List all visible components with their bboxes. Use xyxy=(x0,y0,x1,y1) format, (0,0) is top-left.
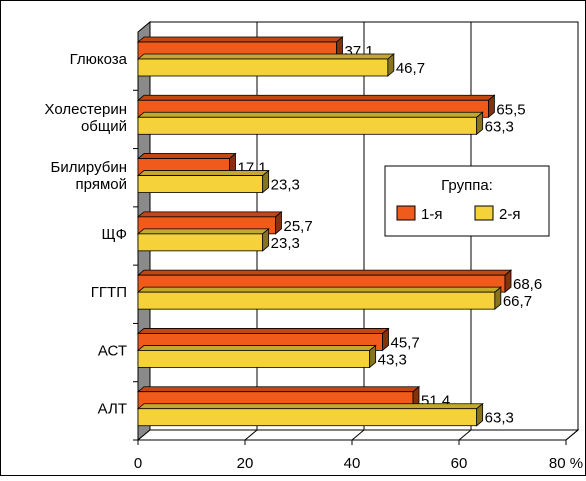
category-label: АЛТ xyxy=(98,401,127,418)
data-label: 46,7 xyxy=(396,60,425,77)
bar-end-face xyxy=(476,111,484,136)
bar-top-face xyxy=(136,53,395,60)
data-label: 66,7 xyxy=(503,293,532,310)
bar-end-face xyxy=(387,53,395,77)
x-tick-label: 20 xyxy=(237,455,254,472)
bar-end-face xyxy=(504,269,512,293)
bar-end-face xyxy=(494,286,502,310)
legend-label: 1-я xyxy=(421,206,442,223)
bar xyxy=(137,116,478,135)
bar-top-face xyxy=(136,153,237,159)
bar-top-face xyxy=(136,269,513,276)
x-tick-label: 60 xyxy=(451,455,468,472)
category-label: Глюкоза xyxy=(70,51,128,68)
x-tick-label: 0 xyxy=(134,455,142,472)
legend-label: 2-я xyxy=(499,206,520,223)
data-label: 23,3 xyxy=(271,177,300,194)
bar-end-face xyxy=(262,169,270,194)
bar-top-face xyxy=(136,286,502,293)
category-label: Холестерин xyxy=(45,101,128,118)
bar-top-face xyxy=(136,211,283,218)
category-label: прямой xyxy=(76,176,127,193)
bar-top-face xyxy=(136,170,270,176)
bar-top-face xyxy=(136,94,496,101)
floor-gridline xyxy=(458,429,472,441)
bar-end-face xyxy=(476,402,484,427)
bar-top-face xyxy=(136,345,377,351)
bar xyxy=(137,408,478,427)
bar-top-face xyxy=(136,36,344,43)
bar xyxy=(137,350,371,368)
data-label: 65,5 xyxy=(496,101,525,118)
floor-gridline xyxy=(351,429,365,441)
legend-box xyxy=(384,165,550,237)
bar-end-face xyxy=(382,327,389,352)
bar-top-face xyxy=(136,228,270,235)
data-label: 23,3 xyxy=(271,235,300,252)
bar-end-face xyxy=(275,211,282,235)
data-label: 63,3 xyxy=(485,118,514,135)
bar xyxy=(137,291,496,310)
x-tick-label: 40 xyxy=(344,455,361,472)
legend-swatch xyxy=(474,205,494,221)
category-label: АСТ xyxy=(98,342,127,359)
bar xyxy=(137,233,264,252)
x-tick-label: 80 % xyxy=(549,455,583,472)
legend-swatch xyxy=(396,205,416,221)
category-label: ЩФ xyxy=(102,226,127,243)
bar-top-face xyxy=(136,386,421,393)
data-label: 25,7 xyxy=(283,218,312,235)
bar-top-face xyxy=(136,111,484,118)
bar xyxy=(137,58,389,77)
category-label: общий xyxy=(81,118,127,135)
data-label: 63,3 xyxy=(485,410,514,427)
bar-top-face xyxy=(136,328,390,334)
floor-gridline xyxy=(244,429,258,441)
bar xyxy=(137,175,264,193)
category-label: Билирубин xyxy=(51,159,127,176)
bar-top-face xyxy=(136,403,484,410)
bar-end-face xyxy=(488,94,495,119)
category-label: ГГТП xyxy=(91,284,127,301)
bar-end-face xyxy=(262,228,270,252)
bar-end-face xyxy=(369,344,377,369)
data-label: 45,7 xyxy=(390,334,419,351)
data-label: 43,3 xyxy=(378,351,407,368)
floor-gridline xyxy=(565,429,579,441)
legend-title: Группа: xyxy=(441,177,493,194)
data-label: 68,6 xyxy=(513,276,542,293)
